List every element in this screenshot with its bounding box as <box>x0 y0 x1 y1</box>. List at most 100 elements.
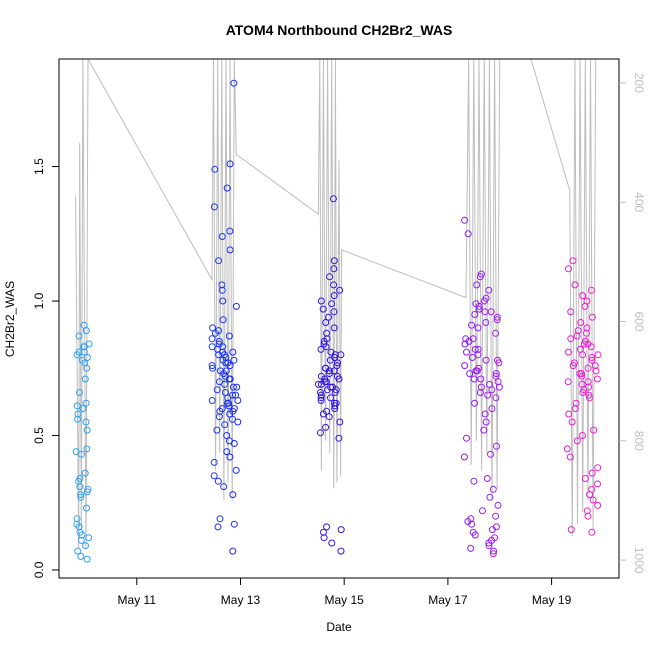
data-point <box>488 526 496 534</box>
data-point <box>226 246 234 254</box>
data-point <box>327 383 334 391</box>
data-point <box>586 491 594 499</box>
data-point <box>568 418 576 426</box>
data-point <box>571 405 579 413</box>
data-point <box>221 421 229 429</box>
data-point <box>583 329 590 337</box>
data-point <box>475 305 483 313</box>
data-point <box>467 544 475 552</box>
data-point <box>229 415 236 423</box>
data-point <box>321 364 329 372</box>
data-point <box>468 520 476 528</box>
data-point <box>210 458 218 466</box>
data-point <box>223 448 231 456</box>
data-point <box>462 335 470 343</box>
data-point <box>82 399 90 407</box>
data-point <box>337 526 345 534</box>
y-tick-label: 1.0 <box>32 292 46 309</box>
data-point <box>493 316 501 324</box>
data-point <box>335 434 343 442</box>
data-point <box>233 383 241 391</box>
data-point <box>214 523 222 531</box>
data-point <box>333 362 341 370</box>
y2-tick-label: 600 <box>632 311 646 331</box>
data-point <box>470 375 478 383</box>
data-point <box>476 273 484 281</box>
data-point <box>579 432 586 439</box>
data-point <box>215 257 223 265</box>
x-axis: May 11 May 13 May 15 May 17 May 19 <box>118 578 572 607</box>
data-point <box>492 329 500 337</box>
data-point <box>572 399 580 407</box>
data-point <box>590 426 598 434</box>
data-point <box>229 547 237 555</box>
data-point <box>320 337 328 345</box>
data-point <box>78 531 86 539</box>
data-point <box>230 440 238 447</box>
data-point <box>474 351 482 359</box>
data-point <box>230 356 238 364</box>
data-point <box>81 375 89 383</box>
data-point <box>218 233 226 240</box>
data-point <box>470 477 478 485</box>
data-point <box>325 313 333 321</box>
data-point <box>581 302 589 310</box>
data-point <box>493 442 500 450</box>
data-point <box>216 367 224 375</box>
data-point <box>461 362 469 370</box>
y2-tick-label: 800 <box>632 431 646 451</box>
data-point <box>215 351 223 359</box>
data-point <box>486 493 494 501</box>
data-point <box>216 407 224 415</box>
data-point <box>565 348 572 356</box>
data-point <box>471 345 479 353</box>
data-point <box>336 286 344 294</box>
data-point <box>325 413 333 421</box>
data-point <box>83 445 91 453</box>
data-point <box>229 383 237 391</box>
data-point <box>584 364 592 372</box>
data-point <box>331 402 339 410</box>
data-point <box>463 348 470 356</box>
data-point <box>75 523 83 531</box>
data-point <box>333 372 341 380</box>
data-point <box>208 335 216 343</box>
data-point <box>584 512 592 520</box>
data-point <box>216 515 224 523</box>
data-point <box>490 547 498 555</box>
data-point <box>326 356 334 364</box>
data-point <box>336 418 344 426</box>
data-point <box>587 286 595 294</box>
data-point <box>330 324 338 332</box>
data-point <box>468 321 476 329</box>
data-point <box>323 523 331 531</box>
y-tick-label: 1.5 <box>32 158 46 175</box>
data-point <box>229 348 237 356</box>
series-may-14-15-flight <box>314 195 345 555</box>
data-point <box>581 475 589 482</box>
data-point <box>83 364 91 372</box>
data-point <box>330 281 338 289</box>
x-tick-label: May 15 <box>325 593 365 607</box>
data-point <box>583 324 591 332</box>
data-point <box>220 483 228 491</box>
data-point <box>588 528 596 536</box>
data-point <box>588 313 596 321</box>
data-point <box>594 501 602 509</box>
data-point <box>223 184 231 192</box>
data-point <box>477 375 485 383</box>
data-point <box>334 359 341 367</box>
data-point <box>485 539 493 547</box>
data-point <box>330 292 338 300</box>
data-point <box>320 534 328 542</box>
data-point <box>579 292 587 300</box>
data-point <box>337 547 345 555</box>
series-may-17-18-flight <box>460 216 503 558</box>
data-point <box>209 324 217 332</box>
data-point <box>464 230 472 238</box>
data-point <box>588 354 596 361</box>
data-point <box>75 332 83 340</box>
data-point <box>330 265 338 273</box>
data-point <box>226 227 234 235</box>
data-point <box>208 343 216 351</box>
